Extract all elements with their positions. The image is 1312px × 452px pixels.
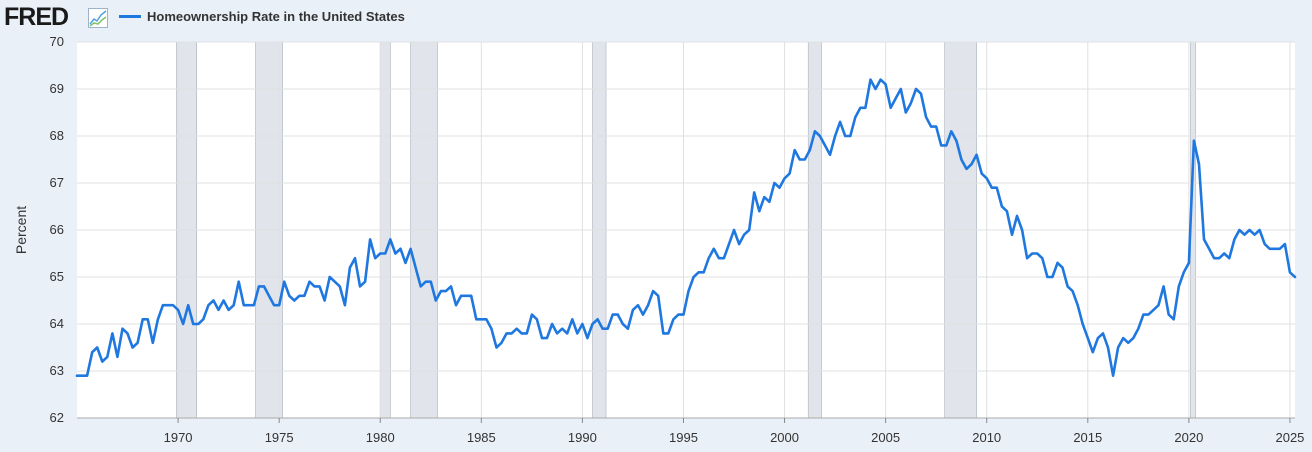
x-tick-label-2015: 2015 — [1073, 430, 1102, 445]
x-tick-label-1990: 1990 — [568, 430, 597, 445]
y-tick-label-65: 65 — [50, 269, 64, 284]
x-tick-label-2000: 2000 — [770, 430, 799, 445]
x-axis-ticks: 1970 1975 1980 1985 1990 1995 2000 2005 2010 2015… — [164, 418, 1304, 445]
fred-logo[interactable]: FRED — [4, 3, 69, 31]
y-tick-label-70: 70 — [50, 34, 64, 49]
x-tick-label-1970: 1970 — [164, 430, 193, 445]
x-tick-label-1995: 1995 — [669, 430, 698, 445]
x-tick-label-2020: 2020 — [1174, 430, 1203, 445]
y-tick-label-67: 67 — [50, 175, 64, 190]
y-tick-label-69: 69 — [50, 81, 64, 96]
x-tick-label-2005: 2005 — [871, 430, 900, 445]
x-tick-label-2025: 2025 — [1275, 430, 1304, 445]
y-tick-label-68: 68 — [50, 128, 64, 143]
y-axis-title: Percent — [13, 206, 29, 254]
line-chart-icon — [88, 8, 108, 28]
y-tick-label-66: 66 — [50, 222, 64, 237]
y-tick-label-63: 63 — [50, 363, 64, 378]
y-axis-ticks: 62 63 64 65 66 67 68 69 70 — [50, 34, 64, 425]
x-tick-label-1975: 1975 — [265, 430, 294, 445]
x-tick-label-2010: 2010 — [972, 430, 1001, 445]
series-line-0[interactable] — [75, 78, 1297, 378]
y-tick-label-62: 62 — [50, 410, 64, 425]
legend-series-label[interactable]: Homeownership Rate in the United States — [147, 9, 405, 24]
x-tick-label-1980: 1980 — [366, 430, 395, 445]
grid-lines — [77, 41, 1295, 419]
series-layer — [75, 78, 1297, 378]
chart-header: FRED Homeownership Rate in the United St… — [0, 0, 1312, 34]
x-tick-label-1985: 1985 — [467, 430, 496, 445]
y-tick-label-64: 64 — [50, 316, 64, 331]
legend-series-swatch — [119, 15, 141, 18]
